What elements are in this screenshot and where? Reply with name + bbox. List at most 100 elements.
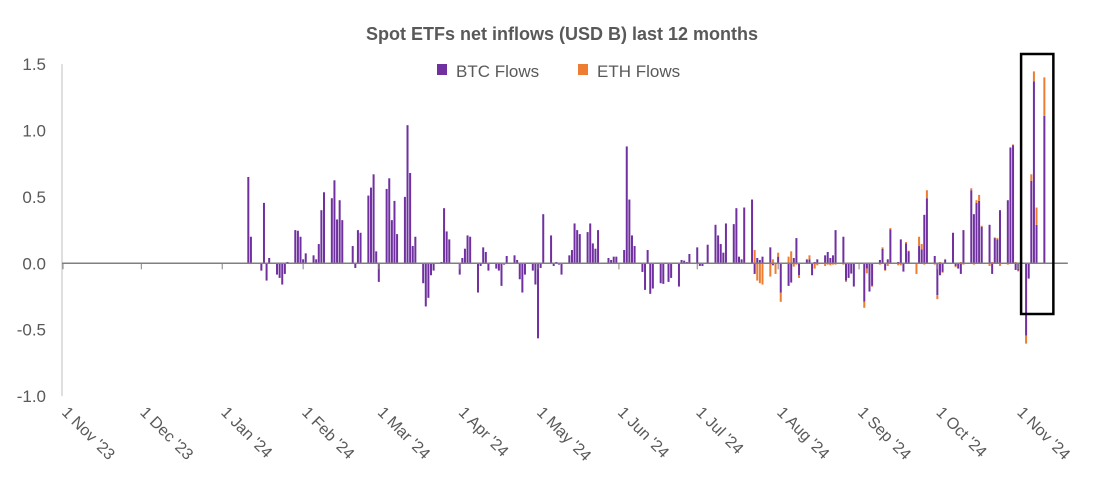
x-tick-label: 1 May '24: [533, 404, 594, 465]
bar-btc-2024-10-04: [944, 259, 947, 264]
bar-btc-2024-01-12: [249, 236, 252, 264]
bar-btc-2024-07-18: [740, 259, 743, 264]
bar-btc-2024-05-16: [576, 230, 579, 264]
bar-btc-2024-06-20: [667, 263, 670, 282]
bar-eth-2024-07-26: [761, 263, 764, 285]
bar-btc-2024-07-24: [756, 257, 759, 264]
bar-btc-2024-03-28: [448, 239, 451, 264]
y-axis: -1.0 -0.5 0.0 0.5 1.0 1.5: [17, 55, 63, 406]
bar-btc-2024-03-20: [427, 263, 430, 298]
bar-btc-2024-01-18: [265, 263, 268, 281]
bar-btc-2024-06-18: [662, 263, 665, 284]
bar-btc-2024-09-30: [933, 255, 936, 264]
bar-btc-2024-10-31: [1014, 263, 1017, 270]
bar-btc-2024-01-23: [278, 263, 281, 278]
bar-btc-2024-08-29: [850, 263, 853, 274]
y-tick-label: -0.5: [17, 321, 46, 340]
bar-btc-2024-05-02: [539, 263, 542, 268]
bar-btc-2024-02-14: [336, 219, 339, 264]
bar-btc-2024-01-11: [247, 176, 250, 264]
bar-eth-2024-10-14: [970, 188, 973, 191]
bar-btc-2024-08-21: [829, 257, 832, 264]
x-tick-label: 1 Mar '24: [374, 404, 433, 463]
bar-btc-2024-08-19: [824, 255, 827, 264]
bar-btc-2024-09-27: [925, 198, 928, 264]
bar-btc-2024-09-06: [871, 263, 874, 286]
bar-btc-2024-04-17: [500, 263, 503, 286]
bar-btc-2024-07-19: [743, 207, 746, 264]
bar-btc-2024-06-12: [646, 250, 649, 264]
bar-btc-2024-07-09: [717, 235, 720, 264]
bar-btc-2024-02-15: [338, 200, 341, 264]
bar-eth-2024-11-04: [1025, 335, 1028, 344]
bar-btc-2024-07-29: [769, 247, 772, 264]
bar-eth-2024-08-13: [808, 255, 811, 260]
bar-eth-2024-08-05: [787, 256, 790, 264]
bar-eth-2024-08-15: [813, 263, 816, 269]
bar-eth-2024-10-29: [1009, 147, 1012, 148]
bar-btc-2024-10-30: [1012, 145, 1015, 264]
bar-btc-2024-08-30: [852, 263, 855, 287]
bar-btc-2024-10-29: [1009, 147, 1012, 264]
bar-btc-2024-02-16: [341, 220, 344, 264]
bar-btc-2024-04-19: [505, 255, 508, 264]
x-tick-label: 1 Jun '24: [614, 404, 672, 462]
bar-eth-2024-09-06: [871, 285, 874, 287]
bar-btc-2024-09-13: [889, 229, 892, 264]
bar-eth-2024-09-24: [918, 236, 921, 247]
bar-btc-2024-08-22: [831, 255, 834, 264]
x-tick-label: 1 Jul '24: [692, 404, 746, 458]
bar-btc-2024-04-12: [487, 263, 490, 271]
bar-btc-2024-08-16: [816, 259, 819, 264]
bar-btc-2024-06-26: [683, 260, 686, 264]
bar-eth-2024-08-21: [829, 263, 832, 266]
bar-btc-2024-07-30: [771, 263, 774, 266]
bar-btc-2024-02-28: [372, 174, 375, 264]
bar-btc-2024-05-15: [573, 223, 576, 264]
bar-btc-2024-06-14: [651, 263, 654, 289]
legend-swatch-eth: [578, 64, 588, 75]
bar-eth-2024-08-09: [798, 275, 801, 278]
bar-btc-2024-02-09: [323, 192, 325, 264]
bar-btc-2024-08-13: [808, 259, 811, 264]
bar-btc-2024-08-09: [798, 263, 801, 276]
bar-btc-2024-04-03: [463, 248, 466, 264]
bar-btc-2024-10-17: [978, 200, 981, 264]
x-tick-label: 1 Dec '23: [136, 404, 196, 464]
y-tick-label: 1.0: [22, 122, 46, 141]
bar-btc-2024-10-02: [938, 263, 941, 276]
x-tick-label: 1 Nov '24: [1013, 404, 1073, 464]
bar-btc-2024-11-07: [1032, 81, 1035, 264]
bar-btc-2024-09-11: [884, 263, 887, 270]
bar-btc-2024-03-06: [390, 220, 393, 264]
bar-btc-2024-05-29: [610, 259, 613, 264]
bar-btc-2024-10-21: [988, 224, 991, 264]
bar-btc-2024-04-15: [495, 263, 498, 269]
bar-btc-2024-07-01: [696, 247, 699, 264]
bar-btc-2024-01-16: [260, 263, 263, 271]
bar-btc-2024-03-26: [443, 208, 446, 264]
bar-btc-2024-07-03: [701, 263, 704, 266]
bar-btc-2024-04-08: [476, 263, 479, 293]
bar-btc-2024-02-08: [320, 210, 323, 264]
bar-btc-2024-03-27: [445, 231, 448, 264]
bar-btc-2024-07-08: [714, 224, 717, 264]
bar-eth-2024-11-07: [1032, 71, 1035, 82]
bar-btc-2024-03-22: [432, 263, 435, 271]
bar-eth-2024-09-04: [865, 268, 868, 274]
bar-btc-2024-06-04: [625, 146, 628, 264]
bar-eth-2024-10-25: [998, 263, 1001, 266]
x-tick-label: 1 Apr '24: [455, 404, 511, 460]
bar-btc-2024-07-22: [751, 199, 754, 264]
bar-btc-2024-09-12: [886, 259, 889, 264]
bar-btc-2024-06-28: [688, 254, 691, 264]
bar-eth-2024-10-18: [980, 225, 983, 227]
bar-eth-2024-07-25: [758, 263, 761, 284]
bar-eth-2024-07-31: [774, 263, 777, 274]
x-tick-label: 1 Nov '23: [58, 404, 118, 464]
bar-eth-2024-09-25: [920, 244, 923, 250]
bar-btc-2024-03-01: [377, 263, 380, 282]
bar-btc-2024-10-22: [991, 263, 994, 274]
bar-btc-2024-03-13: [409, 172, 412, 264]
bar-eth-2024-10-30: [1012, 144, 1015, 146]
